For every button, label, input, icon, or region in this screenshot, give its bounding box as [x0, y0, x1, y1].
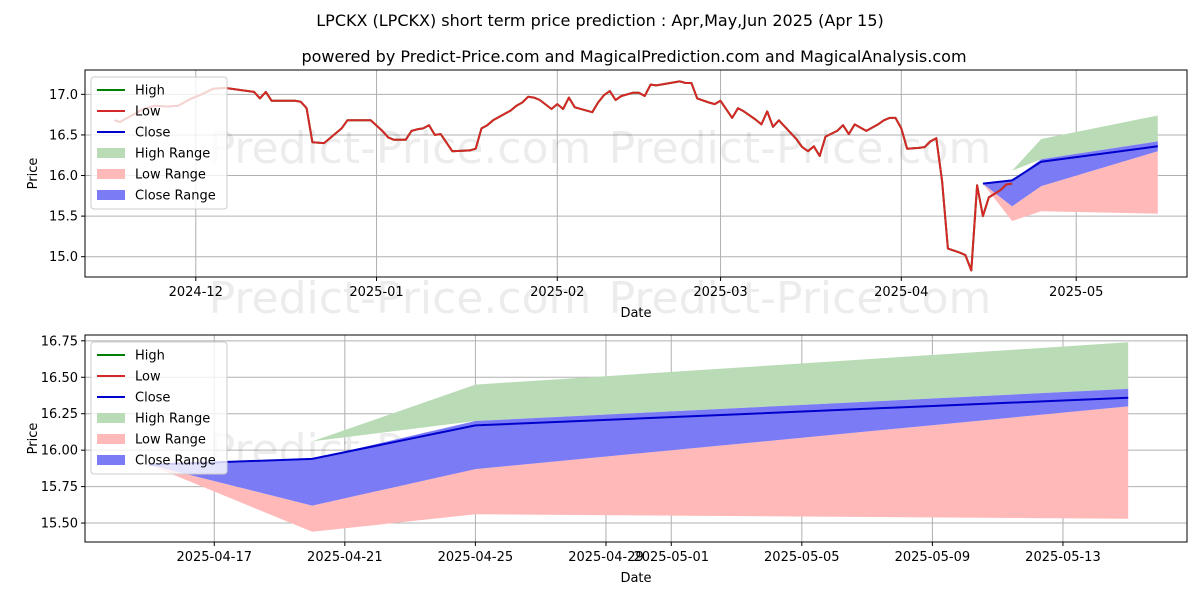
- watermark: Predict-Price.com: [209, 273, 592, 324]
- legend-label: High: [135, 84, 165, 99]
- low-line: [113, 80, 1013, 272]
- watermark: Predict-Price.com: [609, 273, 992, 324]
- legend-label: Low: [135, 370, 161, 385]
- close-range-band: [149, 388, 1129, 506]
- legend-patch-low-range: [97, 434, 125, 444]
- close-forecast-line: [148, 396, 1129, 466]
- legend-label: Low Range: [135, 168, 206, 183]
- x-axis-label: Date: [620, 306, 651, 321]
- plot-frame: [84, 334, 1188, 543]
- y-tick-label: 16.00: [41, 444, 78, 459]
- legend-label: High Range: [135, 147, 210, 162]
- y-tick-label: 16.0: [49, 169, 78, 184]
- x-tick-label: 2025-01: [349, 285, 403, 300]
- x-tick-label: 2025-04: [874, 285, 928, 300]
- forecast-panel: Predict-Price.comPredict-Price.com2025-0…: [26, 334, 1188, 586]
- low-range-band: [982, 151, 1158, 221]
- y-tick-label: 17.0: [49, 88, 78, 103]
- legend-patch-close-range: [97, 190, 125, 200]
- low-range-band: [149, 406, 1129, 532]
- y-tick-label: 16.75: [41, 334, 78, 349]
- legend-patch-low-range: [97, 169, 125, 179]
- chart-subtitle: powered by Predict-Price.com and Magical…: [301, 47, 966, 66]
- x-tick-label: 2025-05: [1049, 285, 1103, 300]
- x-tick-label: 2025-03: [693, 285, 747, 300]
- legend-patch-high-range: [97, 413, 125, 423]
- high-range-band: [982, 115, 1158, 184]
- legend-label: Close: [135, 126, 170, 141]
- x-tick-label: 2025-04-17: [176, 550, 252, 565]
- x-tick-label: 2025-04-25: [438, 550, 514, 565]
- y-tick-label: 16.50: [41, 371, 78, 386]
- y-tick-label: 16.5: [49, 128, 78, 143]
- x-tick-label: 2025-04-29: [568, 550, 644, 565]
- legend-label: Close: [135, 391, 170, 406]
- x-tick-label: 2025-05-13: [1025, 550, 1101, 565]
- y-axis-label: Price: [26, 423, 41, 455]
- x-axis-label: Date: [620, 571, 651, 586]
- plot-frame: [84, 69, 1188, 278]
- legend-patch-high-range: [97, 148, 125, 158]
- legend-label: Close Range: [135, 454, 216, 469]
- y-tick-label: 16.25: [41, 407, 78, 422]
- legend-label: High: [135, 349, 165, 364]
- legend-label: Close Range: [135, 189, 216, 204]
- price-history-panel: Predict-Price.com Predict-Price.com Predic…: [26, 69, 1188, 324]
- chart-title: LPCKX (LPCKX) short term price predictio…: [316, 11, 884, 30]
- legend-label: High Range: [135, 412, 210, 427]
- y-tick-label: 15.5: [49, 210, 78, 225]
- watermark: Predict-Price.com: [609, 123, 992, 174]
- legend-patch-close-range: [97, 455, 125, 465]
- x-tick-label: 2025-05-05: [764, 550, 840, 565]
- y-axis-label: Price: [26, 158, 41, 190]
- x-tick-label: 2025-02: [530, 285, 584, 300]
- y-tick-label: 15.75: [41, 480, 78, 495]
- x-tick-label: 2025-05-01: [633, 550, 709, 565]
- y-tick-label: 15.50: [41, 517, 78, 532]
- close-range-band: [982, 141, 1158, 207]
- high-range-band: [149, 342, 1129, 465]
- legend-label: Low: [135, 105, 161, 120]
- y-tick-label: 15.0: [49, 250, 78, 265]
- watermark: Predict-Price.com: [209, 123, 592, 174]
- x-tick-label: 2025-05-09: [895, 550, 971, 565]
- x-tick-label: 2024-12: [169, 285, 223, 300]
- legend-label: Low Range: [135, 433, 206, 448]
- close-forecast-line: [982, 145, 1158, 185]
- x-tick-label: 2025-04-21: [307, 550, 383, 565]
